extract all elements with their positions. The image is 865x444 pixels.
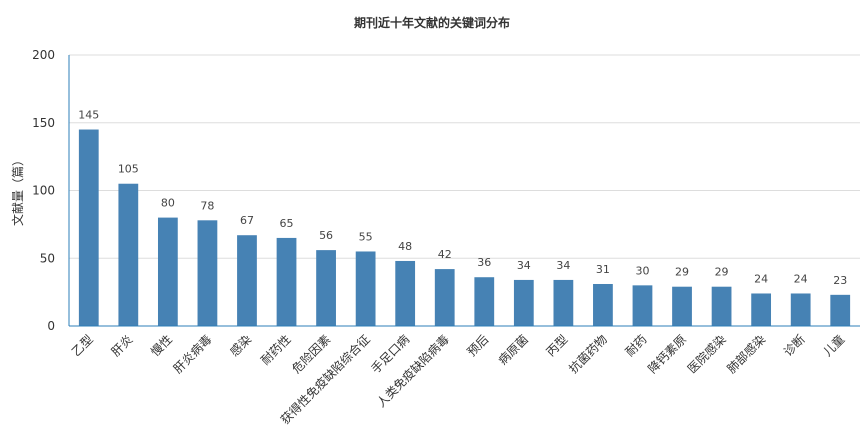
x-tick-label: 慢性: [148, 332, 175, 359]
data-label: 48: [398, 240, 412, 253]
data-label: 34: [556, 259, 570, 272]
x-tick-label: 儿童: [820, 332, 848, 360]
data-label: 65: [280, 217, 294, 230]
x-tick-label: 肝炎: [109, 332, 136, 359]
y-axis-label: 文献量（篇）: [10, 154, 25, 226]
data-label: 30: [635, 264, 649, 277]
bar[interactable]: [276, 237, 297, 326]
bar[interactable]: [197, 220, 218, 326]
data-labels: 145 105 80 78 67 65 56 55 48 42 36 34 34 31 30 29 29 24 24…: [78, 109, 847, 287]
data-label: 36: [477, 256, 491, 269]
bar[interactable]: [553, 279, 574, 326]
y-tick-label: 200: [32, 48, 55, 62]
y-tick-labels: 0 50 100 150 200: [32, 48, 55, 333]
x-tick-label: 丙型: [544, 332, 571, 359]
data-label: 29: [715, 266, 729, 279]
x-tick-label: 诊断: [780, 332, 808, 360]
x-tick-label: 预后: [465, 332, 492, 359]
data-label: 34: [517, 259, 531, 272]
x-tick-label: 病原菌: [495, 332, 531, 368]
bar[interactable]: [593, 283, 613, 326]
bar[interactable]: [316, 250, 336, 326]
data-label: 67: [240, 214, 254, 227]
data-label: 55: [359, 230, 373, 243]
data-label: 42: [438, 248, 452, 261]
data-label: 29: [675, 266, 689, 279]
bar[interactable]: [632, 285, 653, 326]
bar[interactable]: [355, 251, 376, 326]
data-label: 56: [319, 229, 333, 242]
x-tick-label: 耐药: [623, 332, 650, 359]
x-tick-label: 肺部感染: [724, 332, 769, 377]
y-tick-label: 0: [47, 319, 55, 333]
x-tick-label: 医院感染: [684, 332, 729, 377]
data-label: 24: [794, 272, 808, 285]
bar[interactable]: [395, 260, 416, 326]
data-label: 78: [200, 199, 214, 212]
bar[interactable]: [474, 277, 495, 326]
x-tick-label: 耐药性: [258, 332, 293, 367]
data-label: 23: [833, 274, 847, 287]
bar[interactable]: [830, 294, 851, 326]
bar[interactable]: [78, 129, 99, 326]
x-tick-label: 乙型: [69, 332, 96, 359]
data-label: 24: [754, 272, 768, 285]
x-tick-label: 感染: [227, 332, 255, 360]
data-label: 105: [118, 163, 139, 176]
x-tick-label: 人类免疫缺陷病毒: [373, 332, 451, 410]
bar[interactable]: [790, 293, 811, 326]
bar[interactable]: [434, 269, 455, 326]
bar[interactable]: [672, 286, 692, 326]
data-label: 80: [161, 197, 175, 210]
bar[interactable]: [513, 279, 534, 326]
bar[interactable]: [751, 293, 772, 326]
y-tick-label: 100: [32, 184, 55, 198]
bar[interactable]: [157, 217, 178, 326]
x-tick-label: 抗菌药物: [565, 332, 610, 377]
data-label: 31: [596, 263, 610, 276]
bars: [78, 129, 851, 326]
x-tick-label: 肝炎病毒: [170, 332, 215, 377]
bar[interactable]: [237, 235, 257, 326]
bar[interactable]: [711, 286, 732, 326]
bar[interactable]: [118, 183, 139, 326]
chart-title: 期刊近十年文献的关键词分布: [354, 15, 510, 30]
data-label: 145: [78, 109, 99, 122]
y-tick-label: 150: [32, 116, 55, 130]
x-tick-label: 降钙素原: [645, 332, 689, 376]
y-tick-label: 50: [40, 251, 55, 265]
grid-lines: [69, 54, 860, 259]
